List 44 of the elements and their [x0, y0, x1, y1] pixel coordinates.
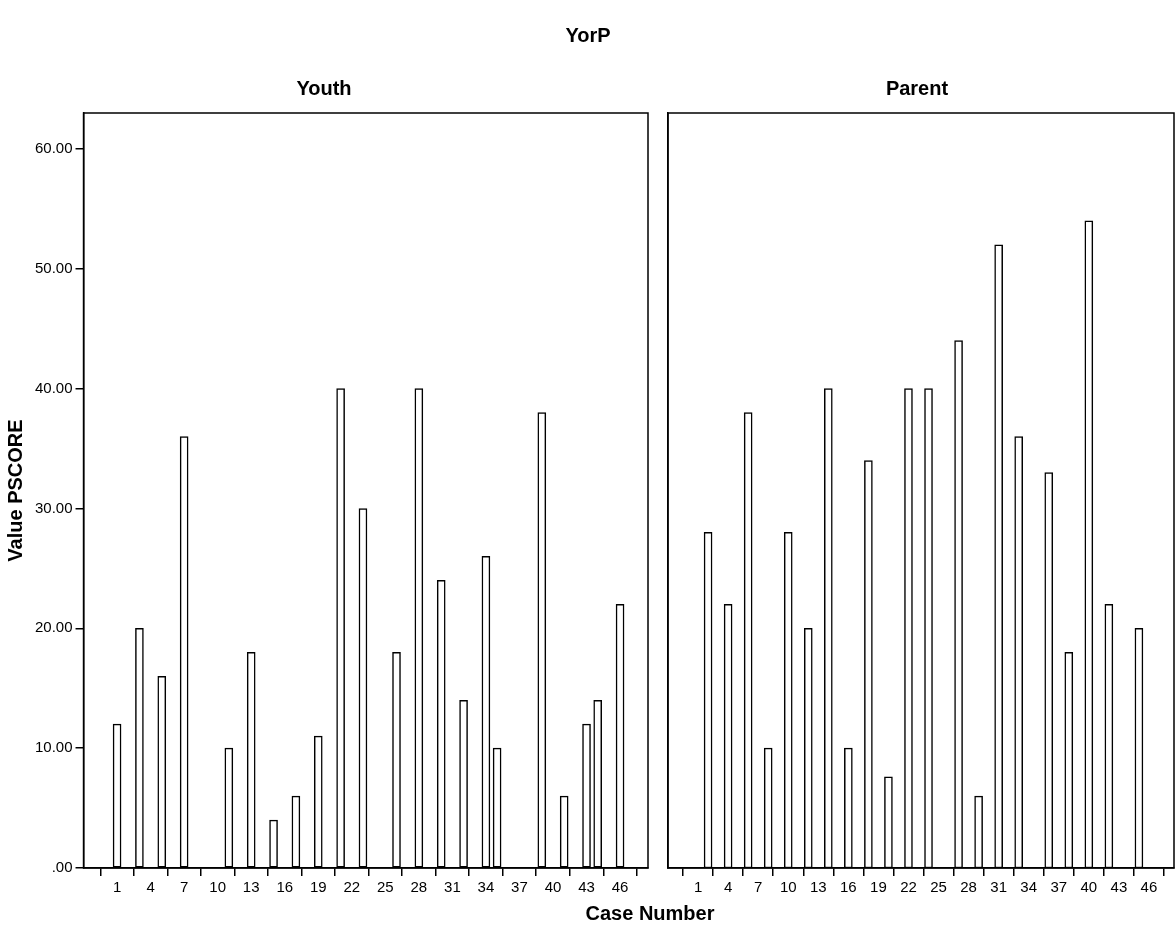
- y-tick-label: 60.00: [34, 139, 73, 157]
- x-tick-label: 13: [809, 878, 827, 896]
- x-axis-title: Case Number: [584, 902, 716, 925]
- y-tick-label: 30.00: [34, 498, 73, 516]
- y-tick-label: 10.00: [34, 738, 73, 756]
- x-tick-label: 37: [511, 878, 528, 896]
- x-tick-label: 46: [611, 878, 629, 896]
- x-tick-label: 31: [444, 878, 461, 896]
- x-tick-label: 19: [309, 878, 327, 896]
- x-tick-label: 10: [779, 878, 797, 896]
- x-tick-label: 22: [343, 878, 361, 896]
- x-tick-label: 34: [1020, 878, 1038, 896]
- text: YorP: [564, 24, 612, 47]
- x-tick-label: 46: [1140, 878, 1158, 896]
- x-tick-label: 31: [990, 878, 1007, 896]
- x-tick-label: 19: [870, 878, 887, 896]
- chart-title: Parent: [885, 76, 949, 99]
- chart-title: Youth: [296, 76, 352, 99]
- x-tick-label: 43: [578, 878, 595, 896]
- x-tick-label: 13: [242, 878, 260, 896]
- x-tick-label: 34: [477, 878, 495, 896]
- x-tick-label: 1: [693, 878, 703, 896]
- x-tick-label: 16: [840, 878, 857, 896]
- y-tick-label: 20.00: [34, 618, 73, 636]
- x-tick-label: 40: [544, 878, 562, 896]
- x-tick-label: 43: [1110, 878, 1128, 896]
- x-tick-label: 16: [276, 878, 294, 896]
- x-tick-label: 7: [754, 878, 763, 896]
- x-tick-label: 10: [209, 878, 227, 896]
- y-axis-title: Value PSCORE: [3, 419, 26, 562]
- y-tick-label: 50.00: [34, 258, 73, 276]
- x-tick-label: 1: [112, 878, 122, 896]
- y-tick-label: 40.00: [34, 378, 73, 396]
- x-tick-label: 28: [960, 878, 977, 896]
- x-tick-label: 37: [1050, 878, 1068, 896]
- x-tick-label: 28: [410, 878, 428, 896]
- x-tick-label: 4: [723, 878, 733, 896]
- x-tick-label: 4: [146, 878, 155, 896]
- y-tick-label: .00: [51, 858, 73, 876]
- x-tick-label: 40: [1080, 878, 1098, 896]
- x-tick-label: 25: [930, 878, 947, 896]
- x-tick-label: 22: [900, 878, 917, 896]
- x-tick-label: 7: [179, 878, 189, 896]
- x-tick-label: 25: [376, 878, 394, 896]
